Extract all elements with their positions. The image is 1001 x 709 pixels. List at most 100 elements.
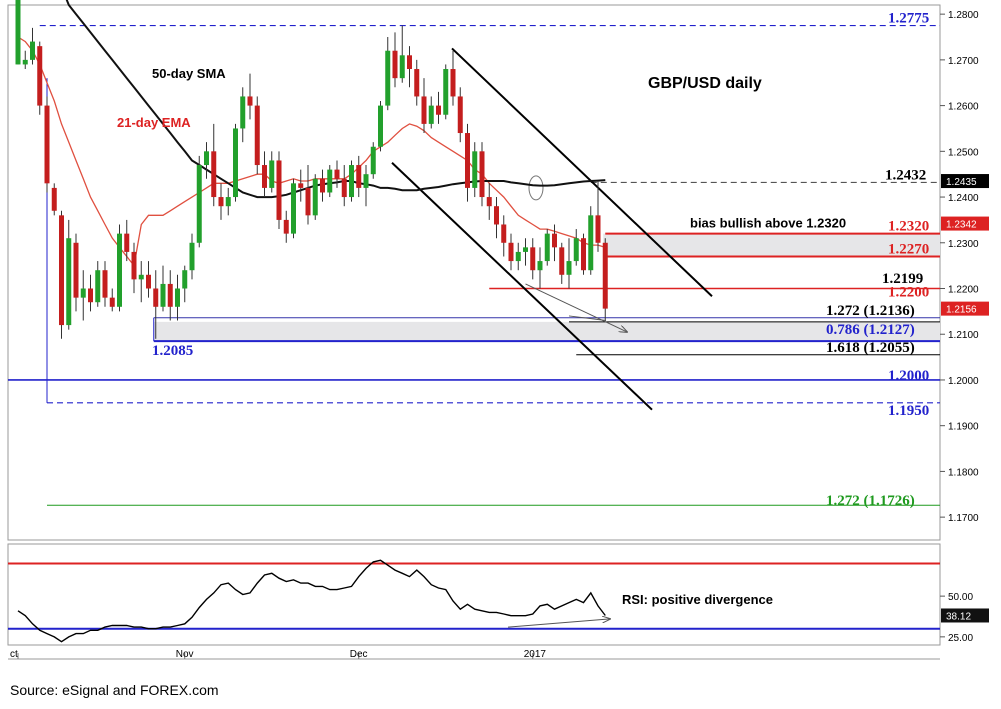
candle-body — [37, 46, 43, 106]
y-tick-label: 1.2400 — [948, 193, 979, 204]
candle-body — [349, 165, 354, 198]
candle-body — [501, 224, 507, 243]
candle-body — [146, 274, 151, 289]
candle-body — [262, 165, 267, 188]
candle-body — [327, 169, 333, 193]
candle-body — [457, 96, 463, 134]
candle-body — [196, 165, 202, 243]
candle-body — [233, 128, 238, 198]
candle-body — [595, 215, 601, 243]
level-label: 1.2000 — [888, 368, 929, 384]
candle-body — [566, 261, 572, 275]
y-tick-label: 1.1900 — [948, 422, 979, 433]
rsi-panel-frame — [7, 543, 941, 646]
price-tag — [941, 216, 989, 231]
source-note: Source: eSignal and FOREX.com — [10, 682, 219, 698]
level-label: 1.2085 — [152, 343, 193, 359]
level-label: 1.2432 — [885, 167, 926, 183]
bias-label: bias bullish above 1.2320 — [690, 216, 846, 231]
candle-body — [385, 50, 391, 106]
candle-body — [552, 233, 557, 248]
level-label: 0.786 (1.2127) — [826, 322, 915, 338]
rsi-tick-label: 50.00 — [948, 592, 973, 603]
crossover-circle — [528, 175, 544, 201]
main-panel-frame — [7, 4, 941, 541]
x-tick-label: ct — [10, 649, 18, 660]
candle-body — [465, 133, 470, 188]
candle-body — [175, 288, 180, 307]
candle-body — [356, 165, 362, 188]
candle-body — [276, 160, 282, 220]
candle-body — [73, 242, 79, 298]
candle-body — [399, 55, 405, 79]
candle-body — [51, 187, 57, 211]
level-label: 1.2320 — [888, 219, 929, 235]
candle-body — [363, 174, 369, 188]
candle-body — [247, 96, 253, 106]
candle-body — [124, 233, 130, 252]
candle-body — [320, 178, 325, 193]
candle-body — [392, 50, 398, 79]
candle-body — [225, 197, 231, 207]
candle-body — [414, 69, 420, 97]
candle-body — [254, 105, 260, 166]
candle-body — [334, 169, 340, 179]
candle-body — [602, 242, 608, 309]
y-tick-label: 1.2800 — [948, 10, 979, 21]
candle-body — [443, 69, 449, 115]
y-tick-label: 1.2600 — [948, 102, 979, 113]
candle-body — [211, 151, 217, 198]
x-tick-label: Dec — [350, 649, 368, 660]
y-tick-label: 1.2100 — [948, 330, 979, 341]
candle-body — [22, 59, 28, 65]
candle-body — [530, 247, 536, 271]
candle-body — [109, 297, 115, 307]
candle-body — [523, 247, 528, 252]
candle-body — [204, 151, 209, 166]
level-label: 1.2775 — [888, 11, 929, 27]
level-label: 1.272 (1.1726) — [826, 493, 915, 509]
bias-zone — [603, 233, 940, 257]
candle-body — [479, 151, 485, 198]
candle-body — [59, 215, 64, 326]
candle-body — [450, 69, 456, 97]
candle-body — [494, 206, 499, 225]
candle-body — [298, 183, 304, 188]
rsi-divergence-arrow — [507, 619, 610, 628]
candle-body — [138, 274, 144, 280]
ema-label: 21-day EMA — [117, 115, 191, 130]
projection-line-2 — [568, 315, 607, 322]
candle-body — [283, 219, 289, 234]
projection-arrow-1 — [525, 283, 628, 332]
candle-body — [378, 105, 383, 147]
level-label: 1.2199 — [882, 271, 923, 287]
level-label: 1.1950 — [888, 403, 929, 419]
candle-body — [167, 283, 173, 307]
candle-body — [15, 0, 21, 65]
y-tick-label: 1.2000 — [948, 376, 979, 387]
candle-body — [588, 215, 594, 271]
candle-body — [131, 251, 137, 280]
candle-body — [537, 261, 543, 271]
candle-body — [218, 197, 224, 207]
level-label: 1.618 (1.2055) — [826, 340, 915, 356]
candle-body — [160, 283, 166, 307]
y-tick-label: 1.2700 — [948, 56, 979, 67]
candle-body — [370, 146, 376, 175]
candle-body — [581, 238, 586, 271]
y-tick-label: 1.1700 — [948, 513, 979, 524]
candle-body — [291, 183, 296, 234]
level-label: 1.2200 — [888, 285, 929, 301]
candle-body — [407, 55, 412, 70]
candle-body — [486, 197, 492, 207]
price-tag — [941, 301, 989, 316]
candle-body — [544, 233, 550, 262]
ema21-line — [17, 36, 606, 268]
y-tick-label: 1.2500 — [948, 147, 979, 158]
rsi-annotation: RSI: positive divergence — [622, 592, 773, 607]
sma-label: 50-day SMA — [152, 66, 226, 81]
candle-body — [269, 160, 275, 188]
level-label: 1.2270 — [888, 241, 929, 257]
candle-body — [182, 270, 188, 289]
